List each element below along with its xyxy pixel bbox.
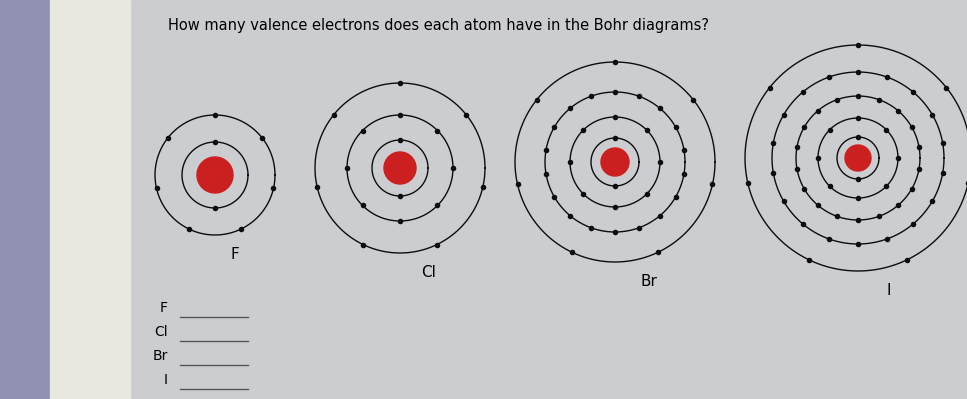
Text: I: I	[886, 283, 891, 298]
Text: Cl: Cl	[422, 265, 436, 280]
Polygon shape	[384, 152, 416, 184]
Polygon shape	[197, 157, 233, 193]
Text: F: F	[230, 247, 239, 262]
Text: Br: Br	[640, 274, 657, 289]
Text: How many valence electrons does each atom have in the Bohr diagrams?: How many valence electrons does each ato…	[168, 18, 709, 33]
Text: Br: Br	[153, 349, 168, 363]
Text: I: I	[164, 373, 168, 387]
Polygon shape	[601, 148, 629, 176]
Text: Cl: Cl	[155, 325, 168, 339]
Polygon shape	[845, 145, 871, 171]
Text: F: F	[160, 301, 168, 315]
